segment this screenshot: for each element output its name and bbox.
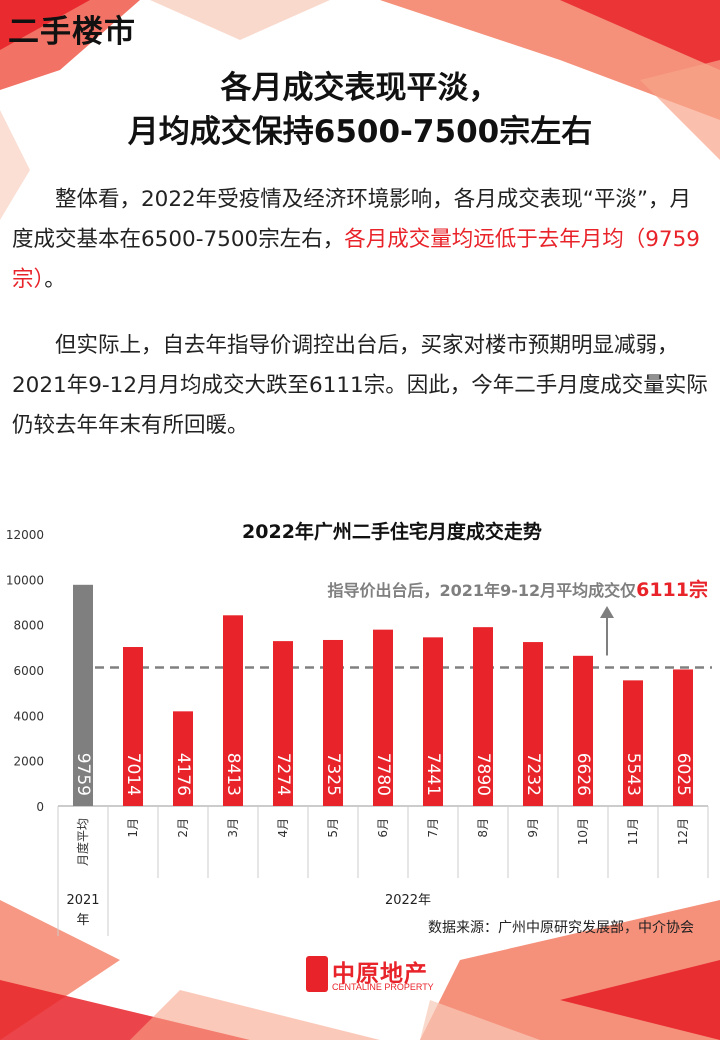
monthly-transactions-chart: 2022年广州二手住宅月度成交走势 0 2000 4000 6000 8000 10000 1… [6, 520, 712, 936]
y-tick-label: 4000 [13, 709, 44, 723]
group-label-2022: 2022年 [385, 893, 431, 908]
paragraph-overview: 整体看，2022年受疫情及经济环境影响，各月成交表现“平淡”，月度成交基本在65… [12, 180, 712, 300]
x-tick-label: 9月 [526, 818, 540, 838]
x-tick-label: 10月 [576, 818, 590, 845]
x-tick-label: 月度平均 [75, 818, 90, 866]
chart-title: 2022年广州二手住宅月度成交走势 [242, 520, 542, 543]
bar-value-label: 8413 [223, 753, 243, 796]
annotation-value: 6111宗 [636, 578, 708, 601]
y-tick-label: 6000 [13, 664, 44, 678]
logo-seal-icon [306, 956, 328, 992]
headline-line-1: 各月成交表现平淡， [220, 70, 500, 106]
y-tick-label: 0 [36, 800, 44, 814]
data-source: 数据来源：广州中原研究发展部，中介协会 [428, 920, 694, 936]
bar-value-label: 5543 [623, 753, 643, 796]
bar [123, 647, 143, 806]
y-tick-label: 12000 [6, 528, 44, 542]
annotation-prefix: 指导价出台后，2021年9-12月平均成交仅 [328, 581, 638, 600]
bar-value-label: 7014 [123, 753, 143, 796]
bar [423, 637, 443, 806]
annotation-text: 指导价出台后，2021年9-12月平均成交仅6111宗 [328, 578, 708, 601]
bar-value-label: 7232 [523, 753, 543, 796]
bar-value-label: 7274 [273, 753, 293, 796]
paragraph-overview-text: 整体看，2022年受疫情及经济环境影响，各月成交表现“平淡”，月度成交基本在65… [12, 187, 691, 252]
paragraph-overview-highlight: 各月成交量均远低于去年月均（9759宗） [12, 227, 700, 292]
bar-value-label: 6626 [573, 753, 593, 796]
y-tick-label: 2000 [13, 755, 44, 769]
bar-value-label: 7780 [373, 753, 393, 796]
x-tick-label: 3月 [226, 818, 240, 838]
bar [323, 639, 343, 806]
x-tick-label: 6月 [376, 818, 390, 838]
bar-value-label: 6025 [673, 753, 693, 796]
bar [173, 711, 193, 806]
bar [523, 642, 543, 806]
bar-value-label: 7441 [423, 753, 443, 796]
y-tick-label: 8000 [13, 619, 44, 633]
paragraph-overview-end: 。 [44, 267, 66, 292]
x-tick-label: 11月 [626, 818, 640, 845]
paragraph-detail: 但实际上，自去年指导价调控出台后，买家对楼市预期明显减弱，2021年9-12月月… [12, 333, 708, 438]
bar [273, 641, 293, 806]
bar-value-label: 9759 [73, 753, 93, 796]
bar [473, 627, 493, 806]
group-label-2021: 2021 [66, 893, 99, 908]
bar-value-label: 7325 [323, 753, 343, 796]
x-tick-label: 1月 [126, 818, 140, 838]
bar [373, 629, 393, 806]
x-tick-label: 12月 [676, 818, 690, 845]
group-label-2021-suffix: 年 [76, 913, 89, 928]
logo-sub-text: CENTALINE PROPERTY [332, 982, 434, 992]
bar [573, 655, 593, 806]
bar [223, 615, 243, 806]
section-title: 二手楼市 [8, 14, 136, 50]
x-tick-label: 7月 [426, 818, 440, 838]
annotation-arrow-head [600, 606, 614, 618]
logo-main-text: 中原地产 [332, 961, 428, 987]
bar [673, 669, 693, 806]
x-tick-label: 4月 [276, 818, 290, 838]
x-tick-label: 5月 [326, 818, 340, 838]
bar-value-label: 7890 [473, 753, 493, 796]
x-tick-label: 8月 [476, 818, 490, 838]
bar-value-label: 4176 [173, 753, 193, 796]
headline-line-2: 月均成交保持6500-7500宗左右 [127, 114, 593, 150]
y-tick-label: 10000 [6, 573, 44, 587]
x-tick-label: 2月 [176, 818, 190, 838]
bar [73, 584, 93, 806]
bar [623, 680, 643, 806]
